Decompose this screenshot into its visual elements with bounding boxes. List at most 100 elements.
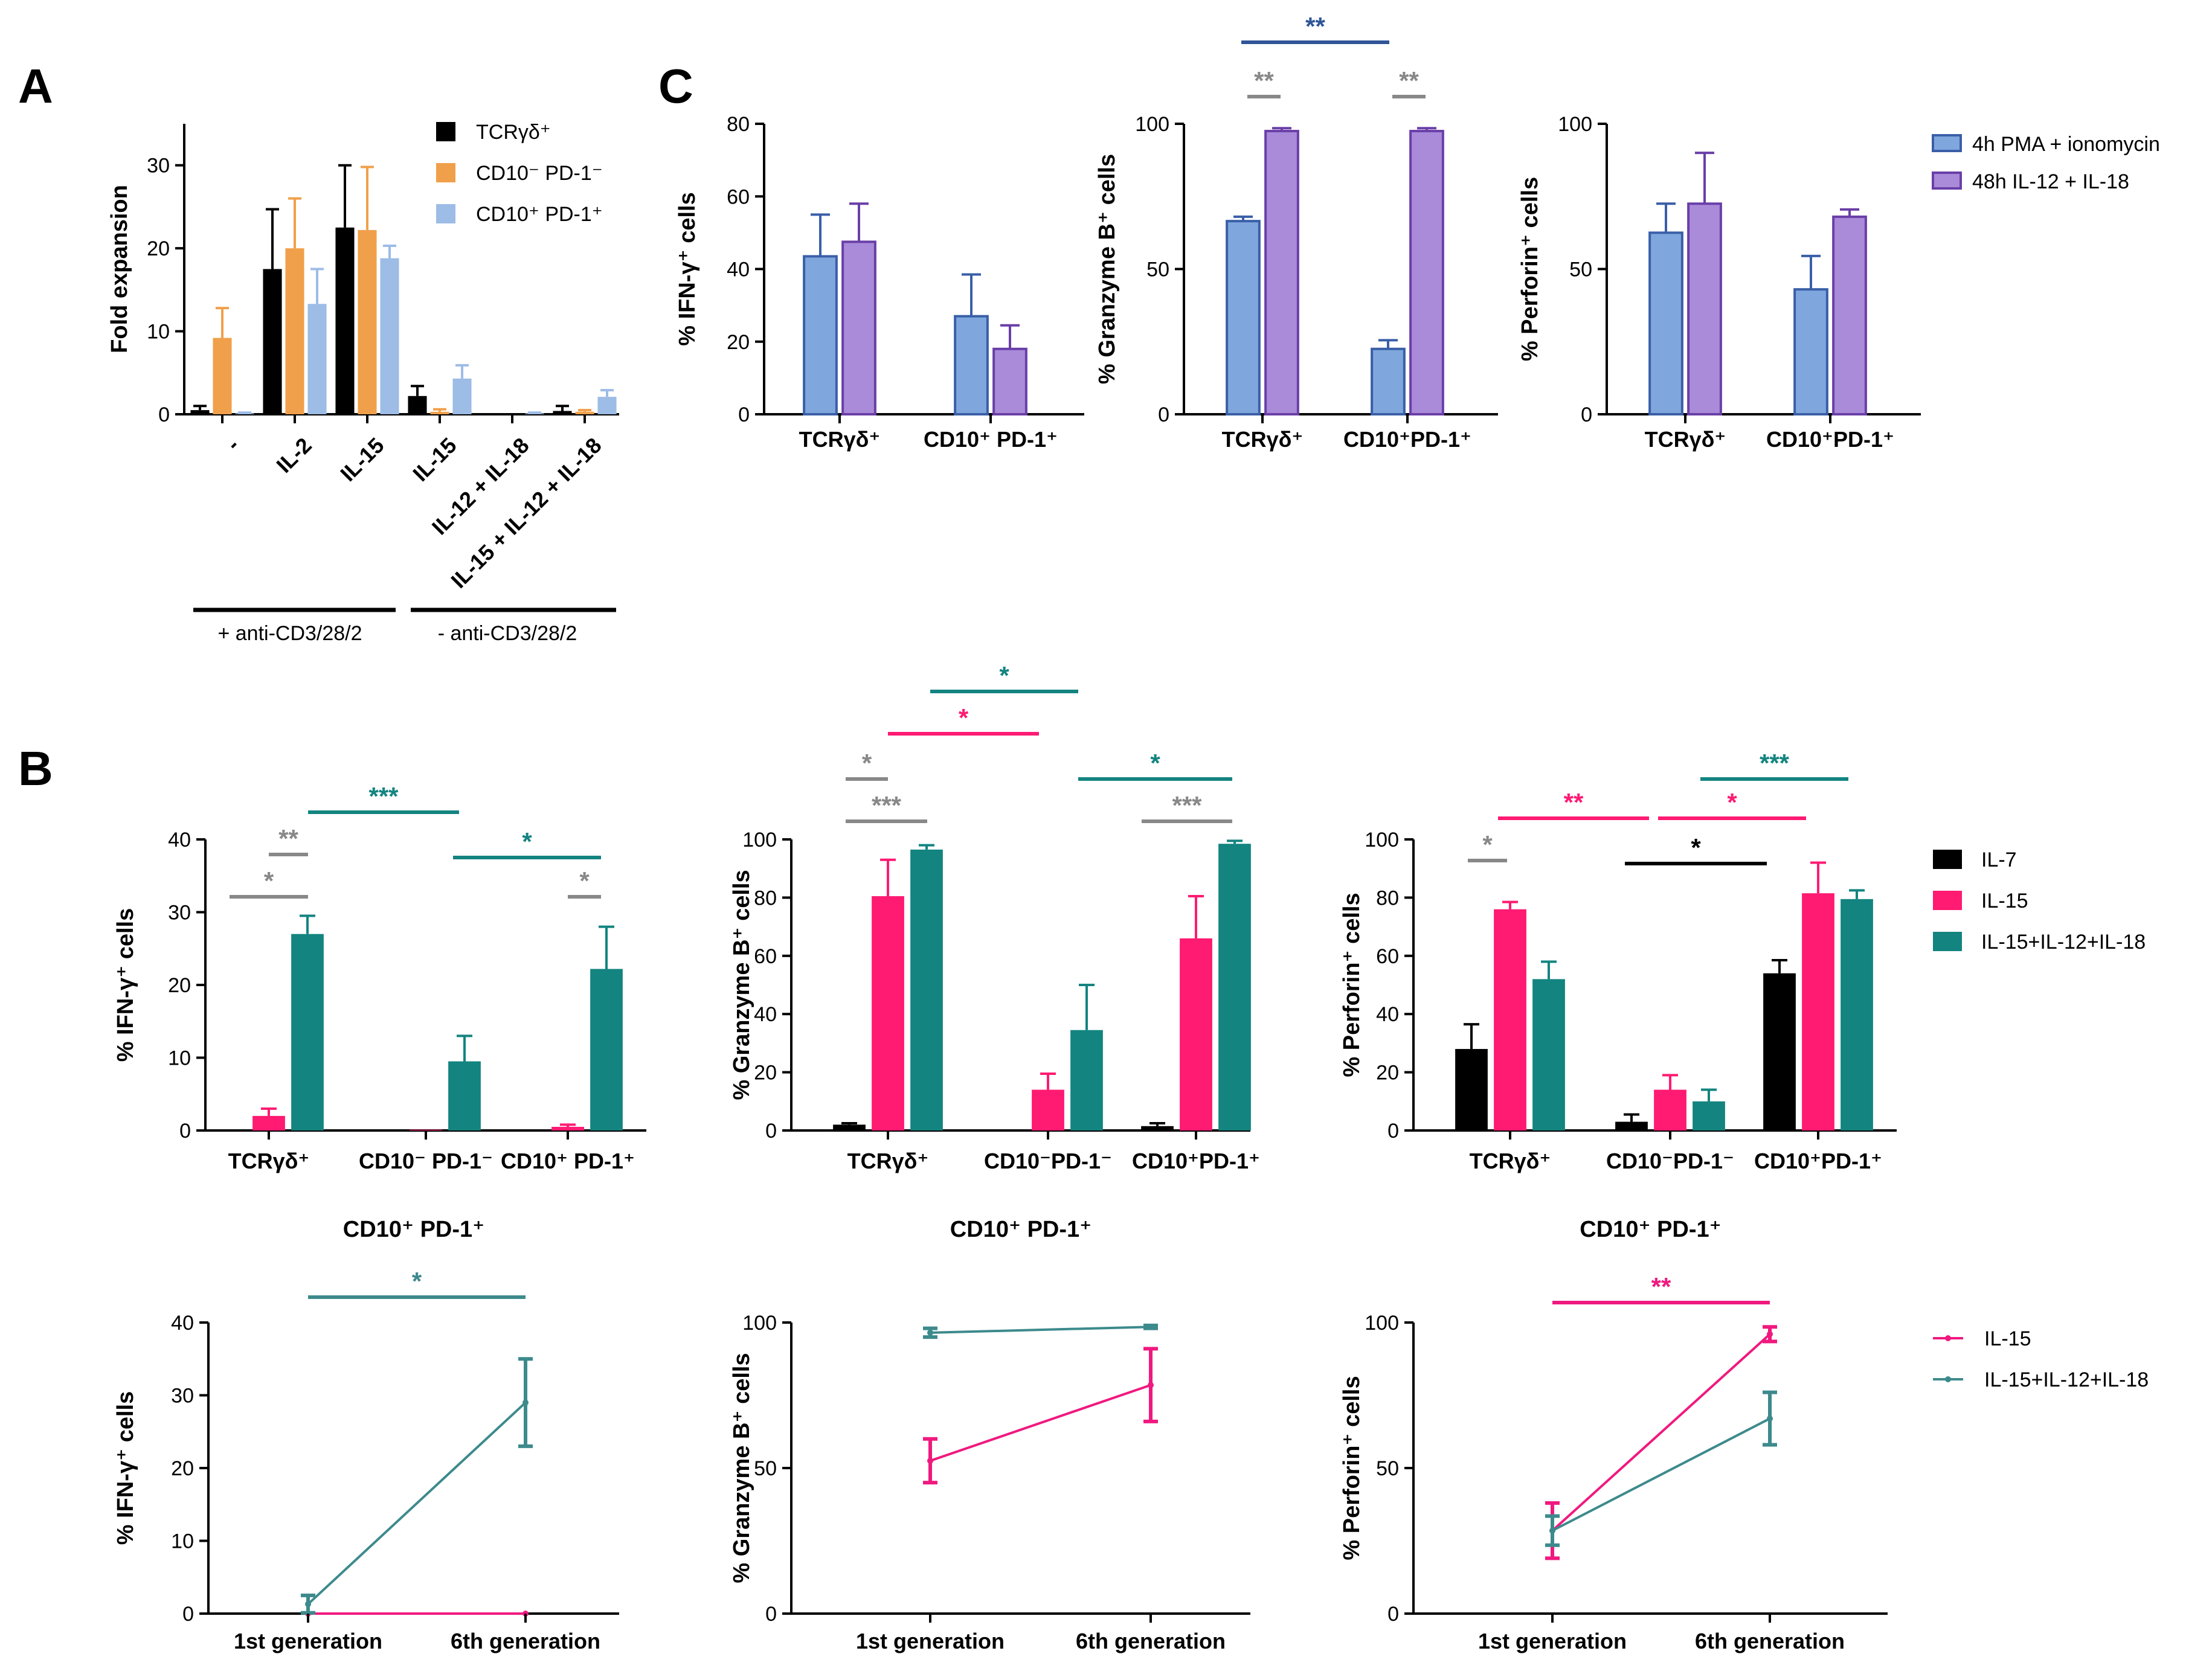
legend-label: TCRγδ⁺ xyxy=(476,121,551,144)
y-tick-label: 30 xyxy=(171,1385,194,1408)
significance-stars: * xyxy=(412,1267,422,1295)
panel-b-line-9: 0 50 100 % Perforin⁺ cells 1st generation 6th… xyxy=(1339,1217,2149,1653)
significance-stars: ** xyxy=(1564,788,1584,816)
bar-CD10⁻ PD-1⁻ xyxy=(285,248,304,414)
bar-CD10⁺ PD-1⁺ xyxy=(380,258,399,414)
x-tick-label: CD10⁺PD-1⁺ xyxy=(1132,1149,1260,1173)
x-tick-label: CD10⁺PD-1⁺ xyxy=(1343,427,1471,452)
bar-IL-15 xyxy=(1494,909,1526,1130)
bar-IL-15 xyxy=(1032,1089,1064,1130)
bar-4h PMA + ionomycin xyxy=(803,255,838,415)
bar-IL-15 xyxy=(1802,893,1834,1130)
significance-stars: *** xyxy=(872,791,902,819)
legend-swatch xyxy=(1933,850,1962,869)
bar-48h IL-12 + IL-18 xyxy=(992,347,1027,416)
y-tick-label: 100 xyxy=(742,1312,777,1335)
y-tick-label: 0 xyxy=(179,1120,191,1143)
plots-layer: 0 10 20 30 Fold expansion - IL-2 IL-15 IL-15 IL-1… xyxy=(107,12,2160,1653)
group-label: - anti-CD3/28/2 xyxy=(438,622,577,645)
x-tick-label: TCRγδ⁺ xyxy=(228,1149,310,1173)
legend-marker xyxy=(1945,1376,1951,1382)
x-tick-label: CD10⁻ PD-1⁻ xyxy=(359,1149,493,1173)
legend-swatch xyxy=(1932,134,1962,152)
bar-CD10⁻ PD-1⁻ xyxy=(358,229,377,414)
significance-stars: * xyxy=(264,867,274,895)
y-tick-label: 0 xyxy=(158,403,170,426)
significance-stars: * xyxy=(1727,788,1737,816)
significance-stars: ** xyxy=(1254,66,1274,95)
bar-TCRγδ⁺ xyxy=(190,410,210,414)
chart-title: CD10⁺ PD-1⁺ xyxy=(1580,1217,1721,1242)
bar-48h IL-12 + IL-18 xyxy=(1264,130,1299,415)
y-axis-label: % IFN-γ⁺ cells xyxy=(113,908,138,1062)
y-tick-label: 40 xyxy=(168,829,191,851)
legend-swatch xyxy=(436,204,455,223)
x-tick-label: TCRγδ⁺ xyxy=(1645,427,1726,452)
legend-label: 4h PMA + ionomycin xyxy=(1972,133,2160,156)
chart-title: CD10⁺ PD-1⁺ xyxy=(343,1217,484,1242)
series-line xyxy=(930,1384,1151,1462)
legend-label: CD10⁻ PD-1⁻ xyxy=(476,162,603,185)
y-tick-label: 100 xyxy=(1365,1312,1399,1335)
panel-c-chart-2: 0 50 100 % Granzyme B⁺ cells TCRγδ⁺ CD10⁺PD-1… xyxy=(1095,12,1498,452)
y-tick-label: 80 xyxy=(727,113,750,136)
bar-IL-15 xyxy=(872,896,904,1130)
y-tick-label: 30 xyxy=(168,902,191,925)
x-tick-label: - xyxy=(221,433,243,455)
bar-IL-7 xyxy=(1615,1121,1648,1130)
y-tick-label: 100 xyxy=(1135,113,1169,136)
series-line xyxy=(1551,1333,1771,1532)
bar-IL-7 xyxy=(833,1124,866,1130)
panel-c-chart-1: 0 20 40 60 80 % IFN-γ⁺ cells TCRγδ⁺ CD10⁺ PD-1⁺ xyxy=(675,113,1084,452)
bar-IL-15+IL-12+IL-18 xyxy=(1218,844,1251,1130)
bar-48h IL-12 + IL-18 xyxy=(1687,202,1722,415)
legend-swatch xyxy=(1933,891,1962,910)
x-tick-label: CD10⁻PD-1⁻ xyxy=(1606,1149,1734,1173)
y-tick-label: 20 xyxy=(1376,1062,1399,1085)
y-tick-label: 100 xyxy=(1558,113,1592,136)
panel-c-chart-3: 0 50 100 % Perforin⁺ cells TCRγδ⁺ CD10⁺PD-1⁺ 4… xyxy=(1517,113,2160,452)
y-tick-label: 40 xyxy=(727,258,750,281)
y-tick-label: 0 xyxy=(738,403,750,426)
y-tick-label: 100 xyxy=(742,829,777,851)
y-tick-label: 40 xyxy=(171,1312,194,1335)
y-tick-label: 20 xyxy=(727,331,750,354)
bar-IL-15+IL-12+IL-18 xyxy=(1532,979,1565,1130)
bar-IL-15+IL-12+IL-18 xyxy=(590,969,623,1130)
bar-TCRγδ⁺ xyxy=(553,411,572,414)
legend-swatch xyxy=(436,163,455,182)
bar-4h PMA + ionomycin xyxy=(1226,220,1261,415)
legend-swatch xyxy=(1932,172,1962,190)
series-line xyxy=(930,1326,1151,1334)
significance-stars: *** xyxy=(1172,791,1202,819)
y-tick-label: 0 xyxy=(1581,403,1592,426)
bar-IL-15 xyxy=(1654,1089,1686,1130)
group-label: + anti-CD3/28/2 xyxy=(217,622,362,645)
bar-IL-15+IL-12+IL-18 xyxy=(1841,899,1873,1130)
significance-stars: ** xyxy=(278,824,298,853)
y-tick-label: 50 xyxy=(1569,258,1592,281)
bar-IL-15 xyxy=(551,1126,584,1130)
y-tick-label: 20 xyxy=(168,974,191,997)
y-tick-label: 50 xyxy=(754,1457,777,1480)
y-tick-label: 0 xyxy=(1158,403,1169,426)
bar-48h IL-12 + IL-18 xyxy=(841,240,876,415)
legend-swatch xyxy=(1933,932,1962,951)
series-line xyxy=(307,1402,527,1605)
bar-CD10⁺ PD-1⁺ xyxy=(307,304,327,414)
y-tick-label: 0 xyxy=(1387,1120,1399,1143)
x-tick-label: IL-15 xyxy=(335,433,388,486)
bar-CD10⁻ PD-1⁻ xyxy=(575,411,594,414)
y-tick-label: 50 xyxy=(1376,1457,1399,1480)
y-axis-label: % IFN-γ⁺ cells xyxy=(113,1391,138,1545)
x-tick-label: CD10⁺PD-1⁺ xyxy=(1766,427,1894,452)
bar-IL-15+IL-12+IL-18 xyxy=(1070,1030,1103,1130)
y-tick-label: 40 xyxy=(754,1003,777,1026)
legend-swatch xyxy=(436,122,455,141)
bar-CD10⁺ PD-1⁺ xyxy=(597,397,617,414)
y-tick-label: 100 xyxy=(1365,829,1399,851)
bar-IL-15+IL-12+IL-18 xyxy=(910,849,943,1130)
bar-IL-7 xyxy=(1141,1126,1174,1130)
x-tick-label: TCRγδ⁺ xyxy=(1222,427,1304,452)
significance-stars: * xyxy=(579,867,590,895)
